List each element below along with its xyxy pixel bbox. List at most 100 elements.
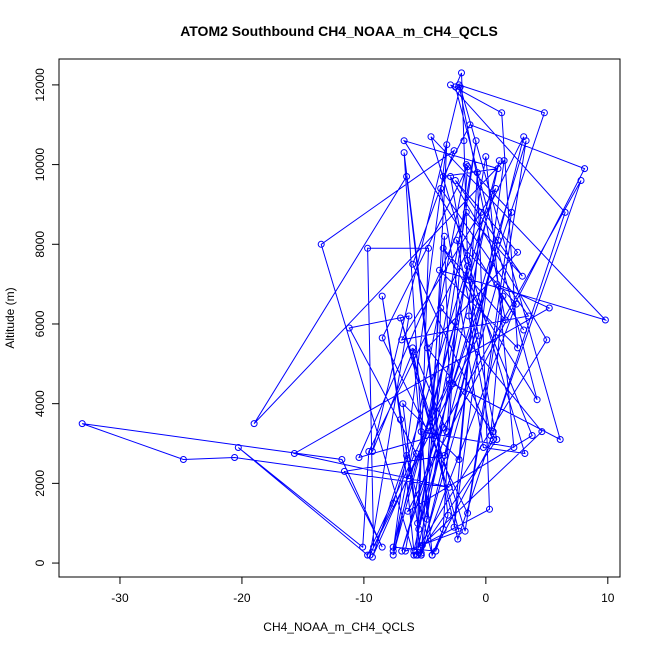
data-point <box>466 121 474 129</box>
data-point <box>477 208 485 216</box>
data-point <box>439 173 447 180</box>
data-point <box>520 326 528 334</box>
data-point <box>439 424 447 432</box>
data-point <box>428 551 436 559</box>
data-point <box>458 69 465 77</box>
data-point <box>179 456 187 463</box>
data-point <box>464 163 472 171</box>
data-point <box>454 535 462 543</box>
data-point <box>423 344 431 352</box>
data-point <box>493 436 501 443</box>
data-point <box>439 525 447 533</box>
x-axis: -30 -20 -10 0 10 <box>111 576 615 605</box>
data-point <box>445 483 453 491</box>
data-point <box>436 452 443 459</box>
data-point <box>499 292 507 300</box>
plot-area <box>78 69 609 561</box>
data-point <box>423 515 431 523</box>
data-point <box>451 177 459 184</box>
data-point <box>518 272 526 280</box>
data-point <box>447 173 454 180</box>
data-point <box>389 551 397 559</box>
data-point <box>436 266 443 274</box>
data-point <box>508 208 515 216</box>
y-axis-label: Altitude (m) <box>3 287 17 348</box>
data-point <box>462 208 470 216</box>
data-point <box>417 428 425 436</box>
data-point <box>464 509 472 517</box>
data-point <box>445 380 453 388</box>
data-point <box>465 312 473 320</box>
y-tick-label: 0 <box>33 559 47 566</box>
y-tick-label: 6000 <box>33 310 47 337</box>
data-point <box>432 432 440 439</box>
data-point <box>409 348 417 356</box>
data-point <box>437 185 445 192</box>
data-point <box>378 334 386 342</box>
data-point <box>399 400 407 408</box>
data-point <box>440 452 448 459</box>
data-point <box>364 244 372 252</box>
data-point <box>398 547 406 555</box>
data-point <box>389 543 397 551</box>
data-point <box>78 420 86 428</box>
x-tick-label: -10 <box>355 591 373 605</box>
data-point <box>455 81 463 89</box>
y-tick-label: 2000 <box>33 470 47 497</box>
data-point <box>450 147 458 155</box>
data-point <box>437 304 445 312</box>
data-point <box>439 244 447 252</box>
data-point <box>528 432 536 439</box>
data-point <box>449 380 457 388</box>
data-point <box>366 551 374 559</box>
data-point <box>445 376 453 384</box>
data-point <box>460 137 468 145</box>
data-point <box>561 208 569 216</box>
x-tick-label: 10 <box>601 591 615 605</box>
data-point <box>494 165 502 173</box>
data-point <box>317 240 325 248</box>
data-point <box>533 396 541 404</box>
data-point <box>475 332 482 340</box>
data-point <box>378 543 386 551</box>
data-point <box>450 523 458 531</box>
data-point <box>400 149 408 157</box>
data-point <box>409 344 417 352</box>
data-point <box>432 547 440 555</box>
x-tick-label: -30 <box>111 591 129 605</box>
data-point <box>556 436 564 443</box>
data-point <box>409 260 417 268</box>
data-point <box>389 499 397 507</box>
data-point <box>290 450 298 457</box>
x-axis-label: CH4_NOAA_m_CH4_QCLS <box>263 620 414 634</box>
data-point <box>403 452 411 459</box>
data-point <box>345 324 353 332</box>
data-point <box>415 525 423 533</box>
data-point <box>389 547 397 555</box>
data-point <box>412 450 420 457</box>
data-point <box>427 133 435 141</box>
data-point <box>525 312 532 320</box>
data-point <box>514 344 522 352</box>
data-point <box>401 547 409 555</box>
data-point <box>464 256 472 264</box>
data-point <box>479 444 487 451</box>
data-point <box>514 248 522 256</box>
data-point <box>340 467 348 475</box>
data-point <box>370 543 378 551</box>
data-point <box>338 456 346 463</box>
data-point <box>397 416 404 424</box>
data-point <box>440 232 448 240</box>
x-tick-label: 0 <box>483 591 490 605</box>
y-tick-label: 12000 <box>33 68 47 102</box>
data-point <box>498 109 506 117</box>
data-point <box>501 316 509 324</box>
data-point <box>403 173 411 180</box>
data-point <box>397 314 404 322</box>
data-point <box>492 185 500 192</box>
data-point <box>355 454 363 461</box>
data-point <box>405 312 413 320</box>
series-line <box>82 72 608 558</box>
data-point <box>538 428 546 436</box>
